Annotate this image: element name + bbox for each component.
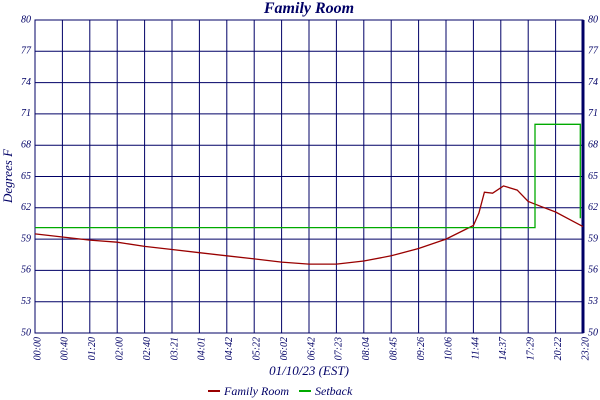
x-tick-label: 08:45 <box>388 337 399 360</box>
x-tick-label: 06:42 <box>306 337 317 360</box>
x-tick-label: 09:26 <box>416 337 427 360</box>
y2-tick-label: 65 <box>588 171 598 182</box>
series-line <box>35 123 581 229</box>
y-tick-label: 71 <box>21 108 31 119</box>
y-tick-label: 59 <box>21 233 31 244</box>
x-tick-label: 14:37 <box>498 336 509 360</box>
x-tick-label: 02:40 <box>142 337 153 360</box>
y2-tick-label: 71 <box>588 108 598 119</box>
y-tick-label: 50 <box>21 327 31 338</box>
x-tick-label: 23:20 <box>580 337 591 360</box>
x-tick-label: 04:01 <box>197 337 208 360</box>
y-tick-label: 80 <box>21 14 31 25</box>
y2-tick-label: 53 <box>588 296 598 307</box>
x-tick-label: 04:42 <box>224 337 235 360</box>
x-tick-label: 11:44 <box>471 337 482 360</box>
y2-tick-label: 80 <box>588 14 598 25</box>
x-tick-label: 02:00 <box>114 337 125 360</box>
y-tick-label: 65 <box>21 171 31 182</box>
y2-tick-label: 77 <box>588 46 599 57</box>
y-tick-label: 53 <box>21 296 31 307</box>
y2-tick-label: 68 <box>588 139 598 150</box>
y2-tick-label: 59 <box>588 233 598 244</box>
y-tick-label: 74 <box>21 77 31 88</box>
legend-label: Setback <box>315 384 353 398</box>
x-tick-label: 00:40 <box>60 337 71 360</box>
y-tick-label: 68 <box>21 139 31 150</box>
y-tick-label: 77 <box>21 46 32 57</box>
y-tick-label: 56 <box>21 265 31 276</box>
y2-tick-label: 50 <box>588 327 598 338</box>
x-tick-label: 20:22 <box>553 337 564 360</box>
x-tick-label: 00:00 <box>32 337 43 360</box>
x-tick-label: 07:23 <box>334 337 345 360</box>
y-axis-label: Degrees F <box>0 148 15 204</box>
x-tick-label: 01:20 <box>87 337 98 360</box>
x-axis-label: 01/10/23 (EST) <box>269 363 349 378</box>
x-tick-label: 03:21 <box>169 337 180 360</box>
series-line <box>34 185 584 265</box>
y2-tick-label: 56 <box>588 265 598 276</box>
x-tick-label: 06:02 <box>279 337 290 360</box>
x-tick-label: 05:22 <box>251 337 262 360</box>
legend-label: Family Room <box>223 384 289 398</box>
x-tick-label: 10:06 <box>443 337 454 360</box>
y2-tick-label: 74 <box>588 77 598 88</box>
y2-tick-label: 62 <box>588 202 598 213</box>
x-tick-label: 17:29 <box>525 337 536 360</box>
y-tick-label: 62 <box>21 202 31 213</box>
x-tick-label: 08:04 <box>361 337 372 360</box>
chart-title: Family Room <box>263 0 354 17</box>
